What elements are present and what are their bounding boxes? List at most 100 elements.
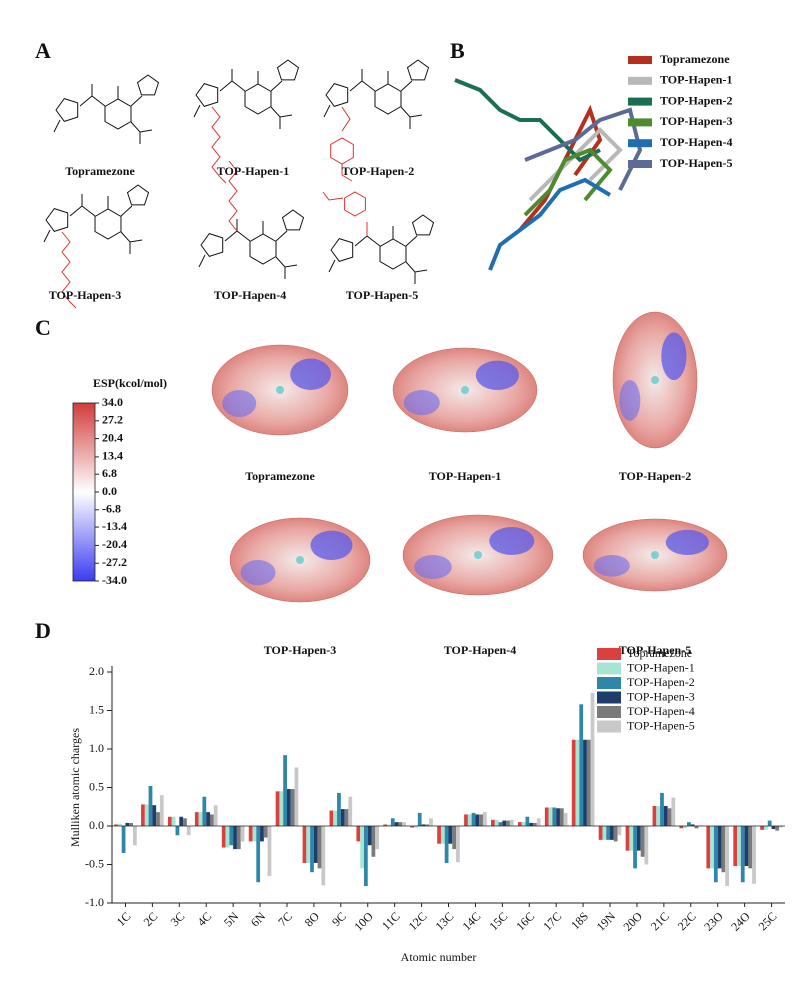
esp-negative	[310, 530, 353, 560]
bar	[687, 822, 691, 826]
bar	[233, 826, 237, 850]
panel-label: C	[35, 315, 51, 340]
colorbar-tick-label: 34.0	[102, 395, 123, 409]
bond	[275, 230, 288, 242]
colorbar-tick-label: 0.0	[102, 484, 117, 498]
bar	[767, 820, 772, 826]
ring	[330, 137, 354, 165]
y-tick-label: 0.5	[89, 779, 104, 793]
legend-swatch	[628, 118, 652, 127]
bar	[114, 824, 118, 826]
bar	[302, 826, 307, 863]
atom	[651, 551, 659, 559]
legend-label: Topramezone	[660, 52, 730, 66]
x-tick-label: 4C	[194, 909, 214, 929]
x-tick-label: 25C	[756, 909, 780, 933]
bond	[528, 127, 623, 202]
x-tick-label: 1C	[114, 909, 134, 929]
x-tick-label: 6N	[248, 909, 269, 930]
bar	[144, 804, 149, 826]
bar	[313, 826, 318, 863]
structure-label: TOP-Hapen-4	[214, 288, 286, 302]
bar	[437, 826, 441, 844]
legend-label: TOP-Hapen-3	[660, 114, 732, 128]
bar	[283, 755, 287, 826]
esp-label: TOP-Hapen-3	[264, 643, 336, 657]
bar	[229, 826, 234, 846]
esp-negative	[403, 390, 440, 416]
colorbar-title: ESP(kcol/mol)	[93, 376, 167, 390]
bar	[475, 814, 480, 826]
bar	[333, 810, 338, 826]
bar	[571, 739, 576, 826]
bar	[156, 812, 160, 826]
y-tick-label: -1.0	[85, 895, 104, 909]
bar	[310, 826, 314, 873]
ring	[379, 238, 407, 270]
ring	[104, 98, 132, 130]
bar	[375, 826, 380, 850]
bar	[464, 814, 468, 826]
y-tick-label: 1.5	[89, 702, 104, 716]
esp-label: TOP-Hapen-5	[619, 643, 691, 657]
y-tick-label: 0.0	[89, 818, 104, 832]
bond	[400, 106, 423, 118]
bar	[644, 826, 649, 865]
ring	[325, 83, 349, 107]
panel-label: B	[450, 38, 465, 63]
ring	[55, 98, 79, 122]
bar	[586, 739, 591, 826]
bar	[544, 807, 549, 826]
bar	[356, 826, 361, 842]
legend-swatch	[597, 662, 621, 675]
esp-label: TOP-Hapen-1	[429, 469, 501, 483]
legend-label: Topramezone	[627, 646, 692, 660]
colorbar-tick-label: -13.4	[102, 519, 127, 533]
bar	[502, 820, 507, 826]
bar	[410, 826, 415, 828]
bar	[721, 826, 726, 873]
legend-label: TOP-Hapen-2	[660, 93, 732, 107]
bar	[148, 785, 153, 826]
bar	[183, 818, 187, 826]
structure-label: TOP-Hapen-2	[342, 164, 414, 178]
ring	[411, 214, 435, 236]
bar	[598, 826, 603, 840]
colorbar-tick-label: 20.4	[102, 430, 123, 444]
x-tick-label: 8O	[302, 909, 323, 930]
bar	[737, 826, 741, 867]
ring	[344, 191, 366, 217]
bond	[341, 164, 353, 182]
legend-label: TOP-Hapen-2	[627, 675, 695, 689]
esp-negative	[665, 529, 710, 556]
bar	[275, 791, 280, 826]
x-tick-label: 15C	[486, 909, 510, 933]
bar	[679, 826, 684, 829]
ring	[45, 208, 69, 232]
bar	[159, 795, 164, 826]
ring	[136, 74, 160, 96]
bond	[43, 229, 51, 243]
bar	[452, 826, 457, 850]
x-tick-label: 23O	[701, 909, 726, 934]
bar	[141, 804, 145, 826]
bar	[509, 819, 514, 826]
esp-negative	[593, 555, 630, 577]
colorbar-tick-label: -27.2	[102, 555, 127, 569]
bar	[129, 822, 133, 826]
bond	[400, 80, 413, 92]
bond	[270, 80, 283, 92]
esp-label: TOP-Hapen-2	[619, 469, 691, 483]
panel-label: D	[35, 618, 51, 643]
y-axis-label: Mulliken atomic charges	[68, 728, 82, 847]
y-tick-label: 1.0	[89, 741, 104, 755]
bar	[529, 822, 534, 826]
legend-label: TOP-Hapen-3	[627, 689, 695, 703]
bar	[498, 822, 503, 826]
ring	[249, 233, 277, 265]
bar	[440, 826, 445, 844]
bar	[209, 814, 214, 826]
x-tick-label: 11C	[379, 909, 403, 933]
esp-negative	[661, 332, 687, 381]
esp-negative	[489, 527, 535, 555]
